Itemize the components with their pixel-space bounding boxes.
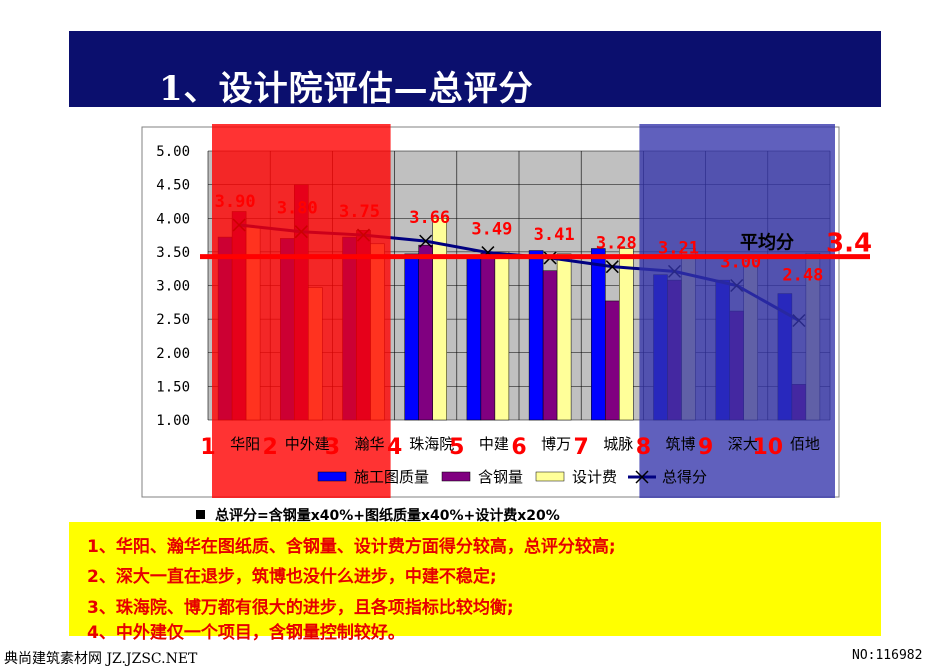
x-category-label: 中外建 (285, 435, 330, 453)
title-bar: 1、设计院评估—总评分 (69, 31, 881, 109)
page-title: 1、设计院评估—总评分 (159, 69, 534, 109)
score-label: 3.00 (720, 253, 761, 273)
bar-设计费 (494, 251, 510, 421)
highlight-band-blue (639, 124, 835, 498)
bar-含钢量 (542, 270, 558, 421)
x-category-label: 深大 (728, 435, 758, 453)
bar-施工图质量 (466, 258, 482, 421)
bar-施工图质量 (528, 250, 544, 421)
note-2: 2、深大一直在退步，筑博也没什么进步，中建不稳定; (87, 567, 497, 587)
rank-number: 7 (574, 435, 589, 460)
legend-label: 含钢量 (478, 468, 523, 486)
y-tick-label: 5.00 (156, 144, 190, 160)
score-label: 3.41 (534, 225, 575, 245)
rank-number: 5 (449, 435, 464, 460)
legend-label: 设计费 (572, 468, 617, 486)
score-label: 3.21 (658, 238, 699, 258)
x-category-label: 华阳 (230, 435, 260, 453)
x-category-label: 筑博 (665, 435, 695, 453)
x-category-label: 佰地 (790, 435, 820, 453)
score-label: 3.90 (215, 192, 256, 212)
y-tick-label: 1.00 (156, 413, 190, 429)
score-label: 3.66 (409, 208, 450, 228)
average-label: 平均分 (740, 232, 794, 254)
bar-含钢量 (480, 252, 496, 421)
y-tick-label: 2.00 (156, 346, 190, 362)
y-tick-label: 3.50 (156, 245, 190, 261)
y-tick-label: 2.50 (156, 312, 190, 328)
rank-number: 8 (636, 435, 651, 460)
watermark-right: NO:116982 (852, 648, 923, 663)
rank-number: 2 (263, 435, 278, 460)
y-tick-label: 4.50 (156, 178, 190, 194)
x-category-label: 珠海院 (409, 435, 454, 453)
score-label: 3.49 (471, 220, 512, 240)
bar-设计费 (619, 248, 634, 421)
legend-swatch (535, 471, 565, 482)
y-tick-label: 4.00 (156, 211, 190, 227)
formula-note: 总评分=含钢量x40%+图纸质量x40%+设计费x20% (196, 505, 560, 525)
score-label: 3.80 (277, 199, 318, 219)
x-category-label: 瀚华 (354, 435, 384, 453)
note-4: 4、中外建仅一个项目，含钢量控制较好。 (87, 623, 405, 643)
bar-含钢量 (418, 244, 433, 421)
legend-label: 总得分 (662, 468, 707, 486)
bar-设计费 (432, 218, 447, 421)
note-1: 1、华阳、瀚华在图纸质、含钢量、设计费方面得分较高，总评分较高; (87, 537, 616, 557)
highlight-band-red (212, 124, 391, 498)
rank-number: 10 (752, 435, 783, 460)
legend-line-marker (635, 470, 649, 484)
legend-swatch (317, 471, 347, 482)
legend-swatch (441, 471, 471, 482)
score-label: 3.28 (596, 234, 637, 254)
x-category-label: 中建 (479, 435, 509, 453)
score-label: 2.48 (782, 265, 823, 285)
rank-number: 3 (325, 435, 340, 460)
total-score-marker (419, 234, 433, 248)
rank-number: 1 (200, 435, 215, 460)
y-tick-label: 1.50 (156, 379, 190, 395)
bar-含钢量 (605, 300, 620, 421)
notes-box: 1、华阳、瀚华在图纸质、含钢量、设计费方面得分较高，总评分较高; 2、深大一直在… (69, 522, 881, 643)
bullet-square-icon (196, 510, 205, 519)
bar-施工图质量 (404, 253, 419, 421)
score-label: 3.75 (339, 202, 380, 222)
note-3: 3、珠海院、博万都有很大的进步，且各项指标比较均衡; (87, 598, 514, 618)
total-score-marker (605, 260, 619, 274)
x-category-label: 城脉 (603, 435, 633, 453)
average-value: 3.4 (826, 229, 872, 259)
x-category-label: 博万 (541, 435, 571, 453)
watermark-left: 典尚建筑素材网 JZ.JZSC.NET (4, 651, 198, 667)
bar-设计费 (556, 253, 572, 421)
legend-label: 施工图质量 (354, 468, 429, 486)
rank-number: 4 (387, 435, 402, 460)
bar-施工图质量 (591, 248, 606, 421)
rank-number: 9 (698, 435, 713, 460)
formula-text: 总评分=含钢量x40%+图纸质量x40%+设计费x20% (215, 508, 560, 524)
rank-number: 6 (511, 435, 526, 460)
y-tick-label: 3.00 (156, 279, 190, 295)
